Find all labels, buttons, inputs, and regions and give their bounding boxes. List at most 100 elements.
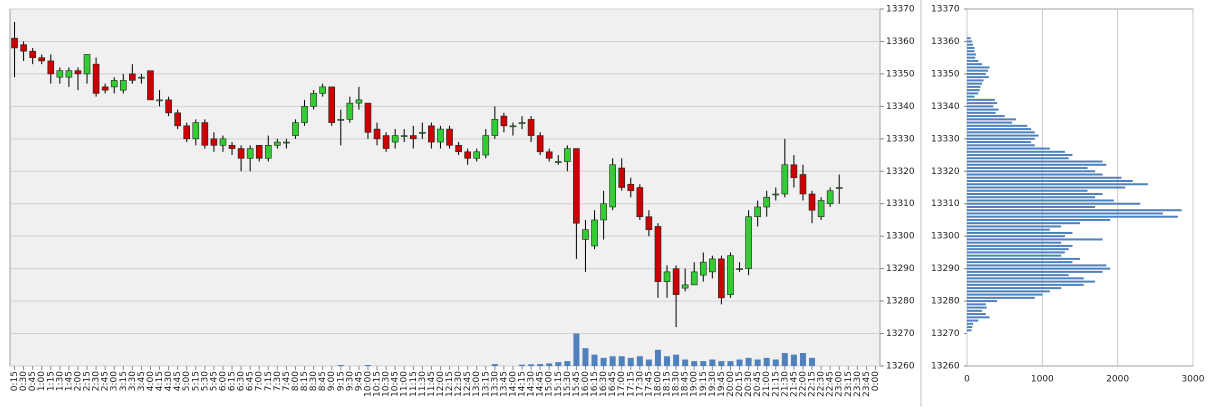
x-tick-label: 18:45 [681, 371, 691, 397]
profile-bar [967, 92, 979, 95]
profile-bar [967, 63, 983, 66]
candle-body [491, 119, 499, 136]
candle-body [582, 229, 589, 240]
profile-bar [967, 225, 1062, 228]
profile-bar [967, 228, 1050, 231]
x-tick-label: 20:00 [726, 371, 736, 397]
x-tick-label: 11:30 [418, 371, 428, 397]
volume-bar [709, 359, 716, 366]
candle-body [600, 203, 607, 221]
x-tick-label: 22:45 [826, 371, 836, 397]
y-tick-label: 13280 [886, 297, 915, 307]
y-tick-label: 13290 [931, 264, 960, 274]
profile-bar [967, 108, 999, 111]
volume-bar [645, 359, 652, 366]
candle-body [636, 187, 644, 218]
profile-bar [967, 189, 1088, 192]
profile-bar [967, 59, 979, 62]
x-tick-label: 21:15 [771, 371, 781, 397]
volume-bar [636, 356, 643, 366]
y-tick-label: 13300 [886, 232, 915, 242]
x-tick-label: 10:45 [391, 371, 401, 397]
y-tick-label: 13270 [886, 329, 915, 339]
profile-bar [967, 124, 1028, 127]
x-tick-label: 11:15 [409, 371, 419, 397]
x-tick-label: 5:00 [182, 371, 192, 391]
x-tick-label: 3:45 [137, 371, 147, 391]
y-tick-label: 13320 [931, 167, 960, 177]
x-tick-label: 11:45 [427, 371, 437, 397]
profile-bar [967, 306, 987, 309]
volume-bar [491, 364, 498, 366]
profile-bar [967, 300, 998, 303]
volume-bar [337, 365, 344, 366]
candle-body [56, 70, 64, 78]
candle-body [437, 128, 444, 143]
profile-bar [967, 50, 975, 53]
candle-body [591, 219, 598, 247]
candle-body [119, 80, 127, 91]
candle-body [564, 148, 571, 162]
candle-body [101, 86, 109, 91]
x-tick-label: 16:15 [590, 371, 600, 397]
profile-bar [967, 257, 1080, 260]
x-tick-label: 16:00 [581, 371, 591, 397]
x-tick-label: 7:45 [282, 371, 292, 391]
x-tick-label: 5:30 [200, 371, 210, 391]
profile-bar [967, 309, 983, 312]
volume-bar [809, 357, 816, 366]
candle-body [527, 119, 535, 136]
profile-bar [967, 231, 1073, 234]
candle-body [165, 99, 172, 114]
x-tick-label: 9:30 [345, 371, 355, 391]
volume-bar [682, 359, 689, 366]
candle-body [38, 57, 46, 62]
x-tick-label: 19:15 [699, 371, 709, 397]
profile-bar [967, 43, 974, 46]
x-tick-label: 19:00 [690, 371, 700, 397]
candle-body [11, 37, 18, 49]
candle-body [373, 128, 381, 140]
profile-bar [967, 137, 1035, 140]
profile-bar [967, 128, 1032, 131]
x-tick-label: 5:15 [191, 371, 201, 391]
volume-bar [781, 353, 788, 366]
x-tick-label: 9:00 [327, 371, 337, 391]
candle-body [156, 99, 163, 102]
volume-bar [754, 359, 761, 366]
x-tick-label: 23:15 [844, 371, 854, 397]
x-tick-label: 14:15 [518, 371, 528, 397]
profile-bar [967, 173, 1103, 176]
y-tick-label: 13370 [886, 5, 915, 15]
candle-body [817, 200, 825, 218]
x-tick-label: 3000 [1182, 375, 1205, 385]
profile-bar [967, 186, 1126, 189]
volume-bar [727, 361, 734, 366]
y-tick-label: 13350 [931, 69, 960, 79]
volume-bar [790, 354, 797, 366]
x-tick-label: 1000 [1031, 375, 1054, 385]
candle-body [174, 112, 181, 127]
x-tick-label: 6:15 [228, 371, 238, 391]
volume-bar [664, 356, 671, 366]
volume-bar [654, 349, 661, 366]
x-tick-label: 8:15 [300, 371, 310, 391]
candle-body [83, 54, 91, 75]
profile-bar [967, 115, 1005, 118]
x-tick-label: 13:30 [490, 371, 500, 397]
candle-body [482, 135, 490, 156]
candle-body [654, 226, 662, 282]
candle-body [274, 141, 281, 146]
profile-bar [967, 160, 1103, 163]
candle-body [518, 122, 526, 124]
x-tick-label: 22:00 [798, 371, 808, 397]
candle-body [826, 190, 834, 205]
x-tick-label: 16:30 [599, 371, 609, 397]
candle-body [736, 268, 743, 270]
y-tick-label: 13310 [886, 199, 915, 209]
x-tick-label: 10:15 [373, 371, 383, 397]
x-tick-label: 13:15 [481, 371, 491, 397]
candle-body [129, 73, 136, 81]
x-tick-label: 12:45 [463, 371, 473, 397]
x-tick-label: 18:15 [663, 371, 673, 397]
